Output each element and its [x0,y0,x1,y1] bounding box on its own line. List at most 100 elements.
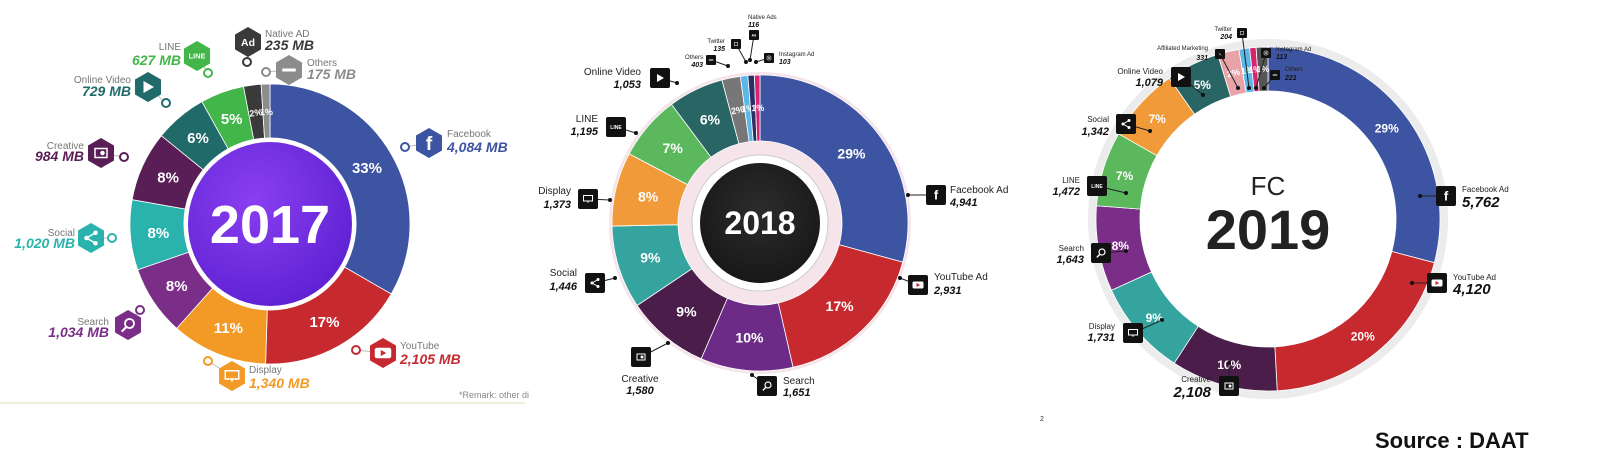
share-icon [1116,114,1136,134]
callout-value: 135 [713,46,725,53]
twitter-icon [1237,28,1247,38]
creative-icon [1219,376,1239,396]
slice-percent-label: 20% [1351,329,1375,343]
callout-value: 1,342 [1081,126,1109,138]
callout-value: 5,762 [1462,194,1500,211]
facebook-icon: f [416,128,442,158]
callout-value: 1,195 [570,126,598,138]
slice-percent-label: 2% [249,107,263,119]
callout-social: Social 1,446 [549,268,617,293]
svg-text:LINE: LINE [1091,184,1103,190]
slice-percent-label: 11% [214,320,243,337]
callout-youtube-ad: YouTube Ad 2,931 [898,272,988,297]
callout-value: 403 [690,62,703,69]
play-icon [650,68,670,88]
callout-name: Others [307,58,337,69]
callout-affiliated-marketing: Affiliated Marketing 331 [1157,46,1240,90]
display-icon [1123,323,1143,343]
callout-social: Social 1,342 [1081,114,1152,138]
slice-percent-label: 5% [1194,78,1212,92]
display-icon [219,361,245,391]
callout-value: 1,020 MB [14,235,75,251]
instagram-icon [764,53,774,63]
callout-facebook-ad: f Facebook Ad4,941 [906,185,1008,209]
callout-value: 984 MB [35,148,84,164]
share-icon [78,223,104,253]
svg-text:Ad: Ad [241,37,255,49]
svg-text:Ad: Ad [752,33,757,37]
creative-icon [631,347,651,367]
slice-percent-label: 2% [730,104,745,116]
facebook-icon: f [926,185,946,205]
callout-value: 235 MB [264,37,314,53]
slice-percent-label: 1% [260,107,273,117]
callout-value: 331 [1196,55,1208,62]
callout-value: 1,079 [1135,77,1163,89]
others-icon [706,55,716,65]
slice-percent-label: 8% [157,169,179,186]
facebook-icon: f [1436,186,1456,206]
callout-display: Display 1,373 [538,186,612,211]
callout-value: 4,941 [949,197,978,209]
callout-name: Facebook Ad [1462,185,1509,194]
callout-name: Native AD [265,29,309,40]
callout-name: Display [538,186,571,197]
slice-percent-label: 1% [1256,64,1269,74]
slice-percent-label: 9% [1146,311,1164,325]
callout-value: 4,084 MB [446,139,508,155]
callout-value: 729 MB [82,83,131,99]
search-icon [115,310,141,340]
slice-percent-label: 10% [735,330,764,346]
play-icon [135,72,161,102]
chart-subtitle: FC [1251,171,1286,201]
callout-value: 204 [1219,34,1232,41]
callout-name: YouTube Ad [934,272,988,283]
callout-name: Creative [47,141,85,152]
callout-value: 116 [748,22,759,29]
callout-name: Facebook Ad [950,185,1008,196]
slice-percent-label: 9% [640,250,661,266]
creative-icon [88,138,114,168]
slice-facebook-ad [759,74,909,263]
callout-name: Others [1285,67,1303,73]
slice-percent-label: 5% [221,111,243,128]
callout-value: 103 [779,59,791,66]
slice-percent-label: 17% [826,298,855,314]
slice-percent-label: 1% [1248,64,1262,75]
center-disc [696,159,824,287]
search-icon [757,376,777,396]
callout-name: Twitter [1214,27,1232,33]
slice-percent-label: 1% [1240,65,1254,77]
callout-name: Online Video [1117,67,1163,76]
source-label: Source : DAAT [1375,428,1529,453]
play-icon [1171,67,1191,87]
callout-others: Others 221 [1262,67,1303,90]
line-icon: LINE [1087,176,1107,196]
callout-value: 1,053 [613,79,641,91]
callout-name: Search [783,376,815,387]
callout-name: Search [77,317,109,328]
callout-value: 1,446 [549,281,577,293]
callout-name: Creative [621,374,659,385]
callout-name: Social [48,228,75,239]
svg-text:LINE: LINE [610,125,622,131]
callout-name: Facebook [447,129,492,140]
slice-percent-label: 8% [638,188,659,204]
slice-percent-label: 8% [166,278,188,295]
callout-name: Online Video [584,67,642,78]
twitter-icon [731,39,741,49]
callout-facebook-ad: f Facebook Ad5,762 [1418,185,1509,211]
